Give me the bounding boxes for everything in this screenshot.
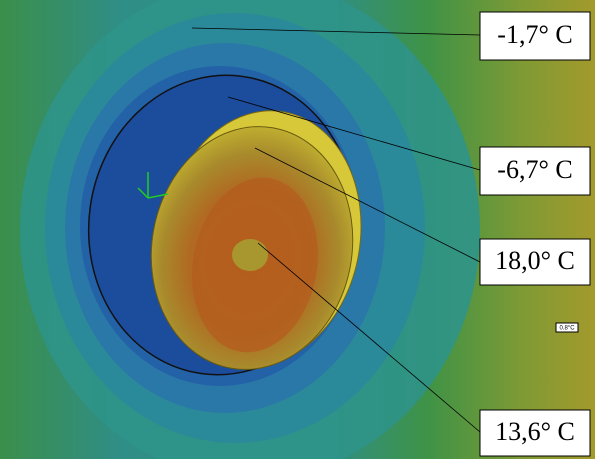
annotation-label: 13,6° C xyxy=(495,417,575,446)
disk xyxy=(150,110,362,370)
annotation-label: -1,7° C xyxy=(497,20,572,49)
annotation-label: -6,7° C xyxy=(497,155,572,184)
leader-lines xyxy=(191,27,481,433)
label-boxes xyxy=(479,11,591,457)
axis-triad xyxy=(137,172,169,199)
probe-label: 0.8°C xyxy=(559,326,575,332)
annotation-label: 18,0° C xyxy=(495,246,575,275)
